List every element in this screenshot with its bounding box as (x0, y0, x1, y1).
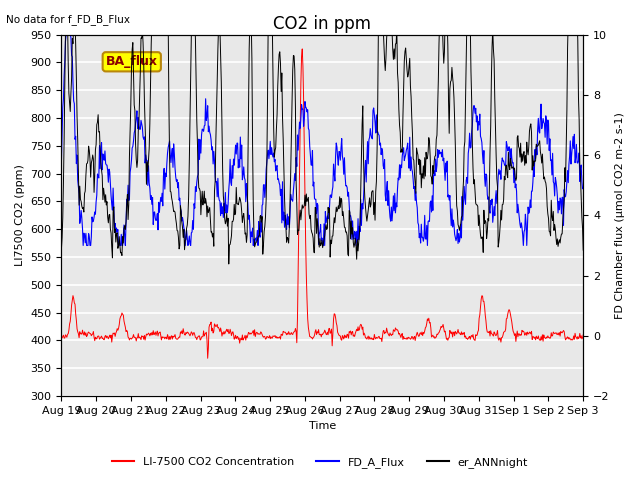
X-axis label: Time: Time (308, 421, 336, 432)
Y-axis label: FD Chamber flux (μmol CO2 m-2 s-1): FD Chamber flux (μmol CO2 m-2 s-1) (615, 112, 625, 319)
Title: CO2 in ppm: CO2 in ppm (273, 15, 371, 33)
Text: BA_flux: BA_flux (106, 55, 157, 68)
Y-axis label: LI7500 CO2 (ppm): LI7500 CO2 (ppm) (15, 165, 25, 266)
Legend: LI-7500 CO2 Concentration, FD_A_Flux, er_ANNnight: LI-7500 CO2 Concentration, FD_A_Flux, er… (108, 452, 532, 472)
Text: No data for f_FD_B_Flux: No data for f_FD_B_Flux (6, 14, 131, 25)
